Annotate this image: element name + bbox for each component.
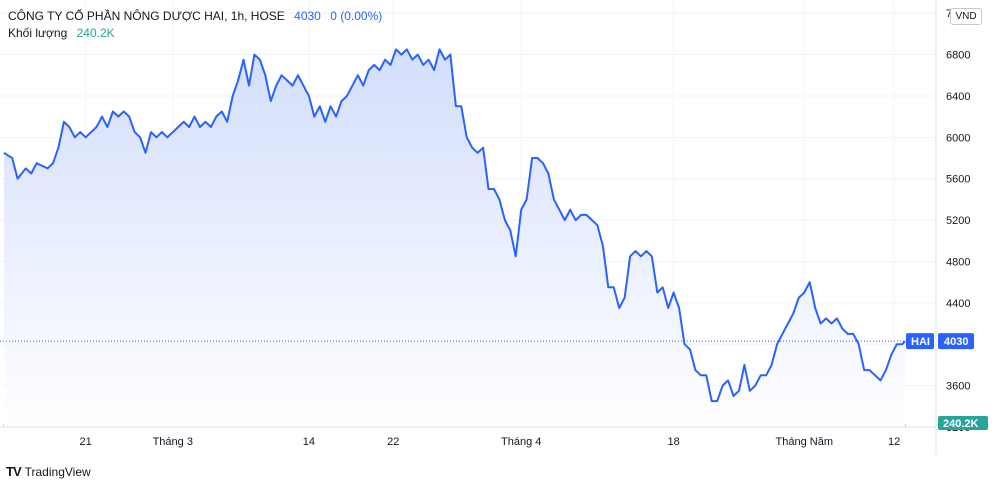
price-tick-label: 6000	[946, 132, 970, 144]
price-tag-value: 4030	[944, 336, 968, 348]
legend-price-row: CÔNG TY CỔ PHẦN NÔNG DƯỢC HAI, 1h, HOSE …	[8, 8, 382, 25]
price-tag: HAI 4030	[906, 333, 974, 350]
price-tick-label: 3600	[946, 381, 970, 393]
time-tick-label: 18	[668, 436, 680, 448]
price-tick-label: 6800	[946, 50, 970, 62]
price-change: 0 (0.00%)	[330, 9, 383, 23]
price-tick-label: 4800	[946, 256, 970, 268]
time-tick-label: Tháng 4	[501, 436, 541, 448]
tradingview-logo-icon: TV	[6, 464, 22, 479]
symbol-title[interactable]: CÔNG TY CỔ PHẦN NÔNG DƯỢC HAI, 1h, HOSE	[8, 9, 285, 23]
time-tick-label: 22	[387, 436, 399, 448]
price-tag-symbol: HAI	[911, 336, 930, 348]
price-axis[interactable]: 3200360040004400480052005600600064006800…	[946, 8, 970, 434]
volume-tag-bg	[938, 416, 988, 430]
chart-legend: CÔNG TY CỔ PHẦN NÔNG DƯỢC HAI, 1h, HOSE …	[8, 8, 382, 42]
volume-tag-value: 240.2K	[943, 418, 979, 430]
price-tick-label: 5200	[946, 215, 970, 227]
price-tag-symbol-bg	[906, 333, 934, 350]
time-axis[interactable]: 21 Tháng 3 14 22 Tháng 4 18 Tháng Năm 12	[0, 0, 937, 455]
volume-tag: 240.2K	[938, 416, 988, 430]
price-tick-label: 6400	[946, 91, 970, 103]
brand-name: TradingView	[24, 464, 91, 479]
currency-button[interactable]: VND	[950, 8, 982, 25]
tradingview-brand[interactable]: TV TradingView	[6, 464, 91, 479]
price-tag-value-bg	[938, 333, 974, 350]
time-tick-label: Tháng Năm	[776, 436, 833, 448]
price-line	[3, 48, 906, 403]
last-price: 4030	[294, 9, 321, 23]
time-tick-label: Tháng 3	[153, 436, 193, 448]
price-tick-label: 4400	[946, 298, 970, 310]
legend-volume-row: Khối lượng 240.2K	[8, 25, 382, 42]
time-tick-label: 12	[888, 436, 900, 448]
price-tick-label: 5600	[946, 174, 970, 186]
volume-label[interactable]: Khối lượng	[8, 26, 68, 40]
volume-value: 240.2K	[76, 26, 115, 40]
time-tick-label: 21	[80, 436, 92, 448]
price-area-fill	[4, 49, 905, 428]
time-tick-label: 14	[303, 436, 315, 448]
